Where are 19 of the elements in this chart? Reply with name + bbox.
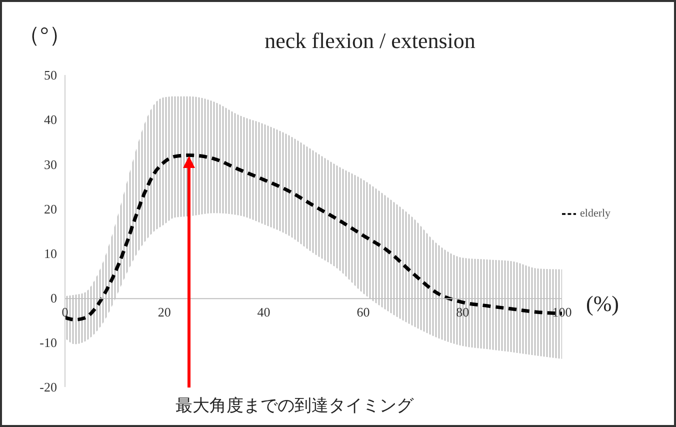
y-tick-label: 50 <box>44 68 57 83</box>
legend-label: elderly <box>580 207 611 220</box>
y-axis-title: （°） <box>18 21 71 49</box>
x-tick-label: 40 <box>257 304 270 320</box>
x-tick-label: 60 <box>356 304 370 320</box>
x-tick-label: 80 <box>456 304 470 320</box>
chart-title: neck flexion / extension <box>264 28 476 54</box>
y-tick-label: 30 <box>44 156 57 172</box>
y-tick-label: -10 <box>40 335 57 350</box>
y-tick-label: 0 <box>50 290 57 306</box>
x-tick-label: 0 <box>62 304 68 320</box>
x-tick-label: 20 <box>158 304 171 320</box>
text: 最大角度までの到達タイミング <box>175 395 414 417</box>
x-tick-label: 100 <box>552 304 572 320</box>
y-tick-label: 40 <box>44 112 57 128</box>
y-tick-label: 20 <box>44 201 57 216</box>
y-tick-label: 10 <box>44 246 57 261</box>
y-tick-label: -20 <box>40 380 57 395</box>
x-axis-title: (%) <box>586 290 619 317</box>
